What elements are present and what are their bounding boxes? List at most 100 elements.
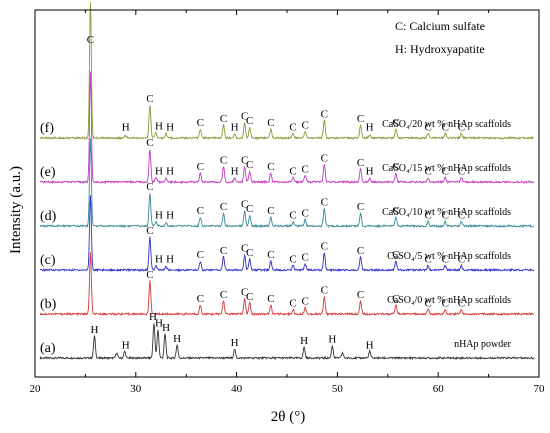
peak-label: C [246, 291, 253, 303]
peak-label: C [392, 117, 399, 129]
peak-label: C [267, 161, 274, 173]
peak-label: C [442, 298, 449, 310]
peak-label: C [241, 243, 248, 255]
peak-label: C [357, 289, 364, 301]
peak-label: C [267, 249, 274, 261]
peak-label: C [146, 137, 153, 149]
peak-label: C [197, 293, 204, 305]
peak-label: C [301, 163, 308, 175]
peak-label: C [241, 199, 248, 211]
peak-label: H [366, 122, 374, 134]
peak-label: H [166, 122, 174, 134]
series-line-f [39, 2, 534, 141]
peak-label: C [442, 210, 449, 222]
peak-label: C [321, 240, 328, 252]
peak-label: C [424, 166, 431, 178]
peak-label: C [357, 113, 364, 125]
peak-label: C [301, 119, 308, 131]
peak-label: C [424, 298, 431, 310]
series-name-b: CaSO₄/0 wt % nHAp scaffolds [387, 295, 511, 306]
peak-label: C [241, 155, 248, 167]
x-tick-label: 70 [534, 383, 546, 395]
series-line-d [39, 138, 535, 229]
peak-label: H [122, 339, 130, 351]
plot-frame [34, 9, 540, 378]
peak-label: C [241, 287, 248, 299]
x-tick-label: 20 [30, 383, 42, 395]
peak-label: C [289, 298, 296, 310]
peak-label: C [424, 210, 431, 222]
peak-label: H [155, 121, 163, 133]
peak-label: C [458, 210, 465, 222]
peak-label: C [267, 293, 274, 305]
main-peak-label: C [87, 34, 94, 46]
peak-label: C [197, 249, 204, 261]
peak-label: C [246, 115, 253, 127]
peak-label: H [155, 210, 163, 222]
peak-label: H [90, 324, 98, 336]
peak-label: H [300, 335, 308, 347]
peak-label: C [220, 155, 227, 167]
peak-label: C [392, 249, 399, 261]
series-line-e [39, 71, 535, 185]
peak-label: C [301, 295, 308, 307]
x-tick-label: 60 [433, 383, 445, 395]
peak-label: C [357, 157, 364, 169]
peak-label: C [241, 111, 248, 123]
peak-label: C [321, 284, 328, 296]
peak-label: C [301, 207, 308, 219]
y-axis-title: Intensity (a.u.) [8, 166, 24, 254]
series-line-b [39, 252, 534, 317]
peak-label: H [162, 322, 170, 334]
axes-layer: 20 30 40 50 60 70 [30, 9, 546, 395]
peak-label: C [458, 122, 465, 134]
peak-label: C [246, 159, 253, 171]
x-tick-label: 50 [332, 383, 344, 395]
series-name-a: nHAp powder [454, 339, 512, 350]
peak-label: C [246, 247, 253, 259]
curve-tag-e: (e) [40, 165, 56, 180]
peak-label: C [458, 298, 465, 310]
peak-label: C [220, 245, 227, 257]
peak-label: C [357, 201, 364, 213]
series-layer [39, 2, 535, 361]
peak-label: C [197, 161, 204, 173]
peak-label: C [146, 269, 153, 281]
x-tick-label: 40 [231, 383, 243, 395]
peak-label: C [146, 93, 153, 105]
peak-label: C [321, 196, 328, 208]
peak-label: H [155, 317, 163, 329]
series-line-a [39, 323, 535, 361]
peak-label: H [328, 334, 336, 346]
legend-hydroxyapatite: H: Hydroxyapatite [395, 42, 485, 56]
peak-label: C [246, 203, 253, 215]
legend-calcium-sulfate: C: Calcium sulfate [395, 19, 485, 33]
series-line-c [40, 195, 535, 273]
peak-label: C [289, 122, 296, 134]
curve-tag-d: (d) [40, 209, 57, 224]
peak-label: H [149, 311, 157, 323]
peak-label: C [220, 201, 227, 213]
peak-label: C [392, 205, 399, 217]
peak-label: H [166, 166, 174, 178]
peak-label: C [146, 225, 153, 237]
peak-label: H [173, 333, 181, 345]
peak-label: C [392, 161, 399, 173]
peak-label: C [220, 289, 227, 301]
x-tick-label: 30 [130, 383, 142, 395]
peak-label: C [392, 293, 399, 305]
peak-label: H [231, 337, 239, 349]
series-name-e: CaSO₄/15 wt % nHAp scaffolds [382, 163, 511, 174]
peak-label: H [155, 254, 163, 266]
peak-label: H [166, 210, 174, 222]
curve-tag-a: (a) [40, 341, 56, 356]
peak-label: C [442, 166, 449, 178]
curve-tag-c: (c) [40, 253, 56, 268]
curve-tag-f: (f) [40, 121, 54, 136]
peak-label: H [166, 254, 174, 266]
peak-label: C [146, 181, 153, 193]
peak-label: C [197, 117, 204, 129]
peak-label: C [458, 254, 465, 266]
